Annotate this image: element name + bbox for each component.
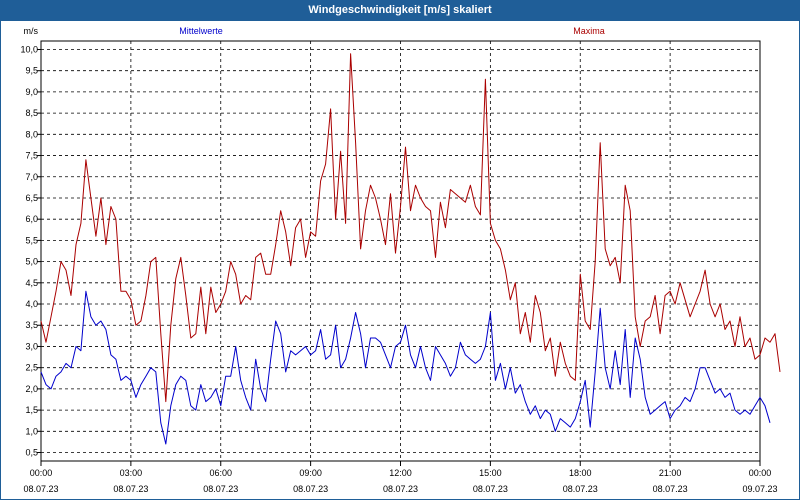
- y-tick-label: 3,5: [25, 320, 38, 330]
- line-chart: 0,5 1,0 1,5 2,0 2,5 3,0 3,5 4,0 4,5 5,0 5,5 6,0 6,5 7…: [20, 26, 781, 494]
- chart-title-bar: Windgeschwindigkeit [m/s] skaliert: [0, 0, 800, 20]
- x-tick-label-time: 09:00: [299, 468, 322, 478]
- x-tick-label-time: 00:00: [749, 468, 772, 478]
- y-tick-label: 7,5: [25, 151, 38, 161]
- x-tick-label-time: 21:00: [659, 468, 682, 478]
- y-tick-label: 5,0: [25, 257, 38, 267]
- y-tick-label: 10,0: [20, 44, 38, 54]
- x-tick-label-time: 18:00: [569, 468, 592, 478]
- y-tick-label: 2,5: [25, 363, 38, 373]
- y-tick-label: 8,0: [25, 129, 38, 139]
- y-tick-label: 3,0: [25, 341, 38, 351]
- grid: [41, 41, 760, 461]
- y-tick-label: 7,0: [25, 172, 38, 182]
- legend: Mittelwerte Maxima: [179, 26, 605, 36]
- x-tick-label-date: 08.07.23: [293, 484, 328, 494]
- x-tick-label-date: 08.07.23: [23, 484, 58, 494]
- y-tick-label: 5,5: [25, 235, 38, 245]
- y-tick-label: 9,5: [25, 66, 38, 76]
- x-tick-label-date: 09.07.23: [742, 484, 777, 494]
- y-tick-label: 1,0: [25, 426, 38, 436]
- series-lines: [40, 53, 781, 445]
- y-tick-label: 4,0: [25, 299, 38, 309]
- x-axis: 00:00 08.07.23 03:00 08.07.23 06:00 08.07.23 0…: [23, 461, 778, 494]
- y-axis: 0,5 1,0 1,5 2,0 2,5 3,0 3,5 4,0 4,5 5,0 5,5 6,0 6,5 7…: [20, 26, 41, 458]
- x-tick-label-date: 08.07.23: [563, 484, 598, 494]
- x-tick-label-time: 00:00: [30, 468, 53, 478]
- y-tick-label: 6,0: [25, 214, 38, 224]
- legend-label-maxima: Maxima: [573, 26, 605, 36]
- series-line-maxima: [40, 53, 781, 403]
- legend-label-mittelwerte: Mittelwerte: [179, 26, 223, 36]
- y-tick-label: 1,5: [25, 405, 38, 415]
- chart-title: Windgeschwindigkeit [m/s] skaliert: [308, 4, 492, 16]
- chart-frame: 0,5 1,0 1,5 2,0 2,5 3,0 3,5 4,0 4,5 5,0 5,5 6,0 6,5 7…: [0, 20, 800, 500]
- x-tick-label-date: 08.07.23: [383, 484, 418, 494]
- y-tick-label: 8,5: [25, 108, 38, 118]
- x-tick-label-date: 08.07.23: [203, 484, 238, 494]
- y-tick-label: 0,5: [25, 448, 38, 458]
- x-tick-label-time: 15:00: [479, 468, 502, 478]
- y-axis-unit: m/s: [24, 26, 39, 36]
- y-tick-label: 9,0: [25, 87, 38, 97]
- x-tick-label-time: 12:00: [389, 468, 412, 478]
- x-tick-label-time: 06:00: [209, 468, 232, 478]
- y-tick-label: 2,0: [25, 384, 38, 394]
- series-line-mittelwerte: [40, 290, 771, 445]
- x-tick-label-time: 03:00: [120, 468, 143, 478]
- x-tick-label-date: 08.07.23: [653, 484, 688, 494]
- x-tick-label-date: 08.07.23: [113, 484, 148, 494]
- x-tick-label-date: 08.07.23: [473, 484, 508, 494]
- y-tick-label: 4,5: [25, 278, 38, 288]
- y-tick-label: 6,5: [25, 193, 38, 203]
